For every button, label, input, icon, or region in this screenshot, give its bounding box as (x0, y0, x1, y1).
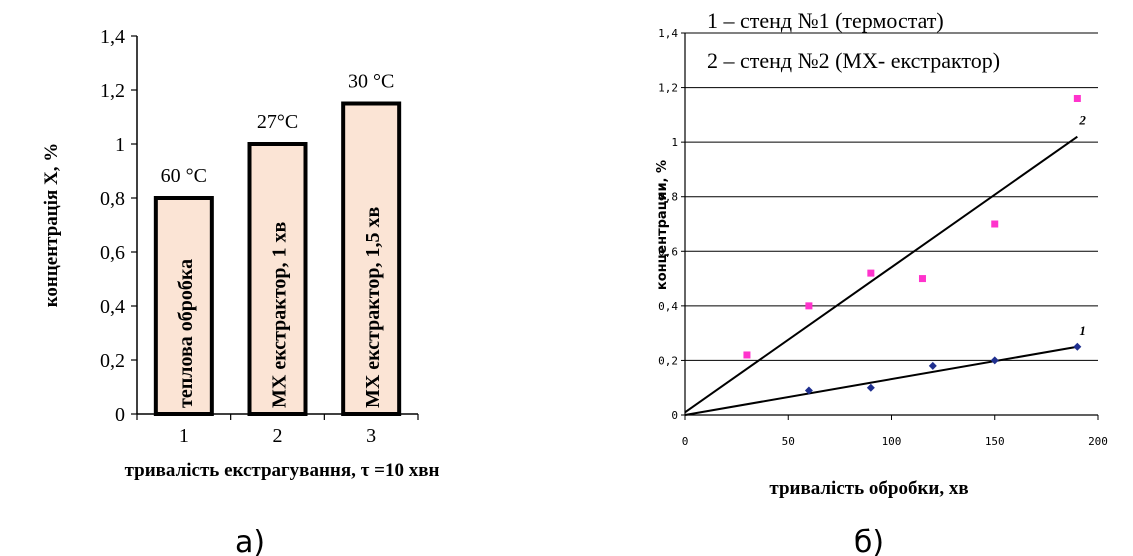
a-y-tick-label: 0,8 (100, 188, 125, 210)
b-trend-line-2 (684, 135, 1078, 414)
b-point-series-2 (918, 275, 926, 283)
b-point-series-1 (990, 356, 999, 365)
b-series-label: 2 (1078, 113, 1086, 128)
b-point-series-1 (804, 386, 813, 395)
b-y-tick-label: 1 (671, 136, 678, 149)
a-bar-label: теплова обробка (175, 259, 197, 408)
b-legend-entry: 1 – стенд №1 (термостат) (707, 8, 944, 33)
a-temp-label: 27°С (257, 111, 298, 133)
a-y-axis-title: концентрація Х, % (41, 143, 62, 308)
b-y-tick-label: 1,2 (658, 82, 678, 95)
b-y-axis-title: концентрации, % (655, 160, 670, 290)
b-panel-label: б) (854, 525, 884, 556)
a-x-tick-label: 1 (179, 425, 189, 447)
b-point-series-1 (866, 383, 875, 392)
a-y-tick-label: 0,2 (100, 350, 125, 372)
b-x-tick-label: 200 (1088, 435, 1108, 448)
a-y-tick-label: 0,4 (100, 296, 125, 318)
b-y-tick-label: 0 (671, 409, 678, 422)
a-x-tick-label: 3 (366, 425, 376, 447)
a-x-axis-title: тривалість екстрагування, τ =10 хвн (125, 460, 440, 481)
b-y-tick-label: 0,8 (658, 191, 678, 204)
b-point-series-2 (743, 351, 751, 359)
b-y-tick-label: 0,6 (658, 245, 678, 258)
a-x-tick-label: 2 (273, 425, 283, 447)
b-point-series-1 (928, 361, 937, 370)
b-point-series-2 (805, 302, 813, 310)
b-point-series-1 (1073, 342, 1082, 351)
a-bar (341, 101, 402, 416)
a-y-tick-label: 0 (115, 404, 125, 426)
a-temp-label: 60 °С (161, 165, 207, 187)
a-y-tick-label: 1 (115, 134, 125, 156)
b-point-series-2 (1073, 94, 1081, 102)
b-x-tick-label: 100 (882, 435, 902, 448)
b-point-series-2 (991, 220, 999, 228)
a-bar (247, 142, 308, 416)
b-y-tick-label: 0,2 (658, 354, 678, 367)
a-bar (153, 196, 214, 416)
b-trend-line-1 (684, 345, 1078, 416)
b-y-tick-label: 1,4 (658, 27, 678, 40)
b-x-axis-title: тривалість обробки, хв (769, 478, 968, 499)
b-x-tick-label: 150 (985, 435, 1005, 448)
a-y-tick-label: 1,2 (100, 80, 125, 102)
b-y-tick-label: 0,4 (658, 300, 678, 313)
b-legend-entry: 2 – стенд №2 (МХ- екстрактор) (707, 48, 1000, 73)
b-x-tick-label: 0 (682, 435, 689, 448)
a-y-tick-label: 0,6 (100, 242, 125, 264)
b-point-series-2 (867, 269, 875, 277)
a-temp-label: 30 °С (348, 71, 394, 93)
a-y-tick-label: 1,4 (100, 26, 125, 48)
a-panel-label: а) (235, 525, 265, 556)
a-bar-label: МХ екстрактор, 1 хв (269, 222, 291, 408)
b-series-label: 1 (1079, 323, 1086, 338)
a-bar-label: МХ екстрактор, 1,5 хв (362, 207, 384, 408)
b-x-tick-label: 50 (782, 435, 795, 448)
